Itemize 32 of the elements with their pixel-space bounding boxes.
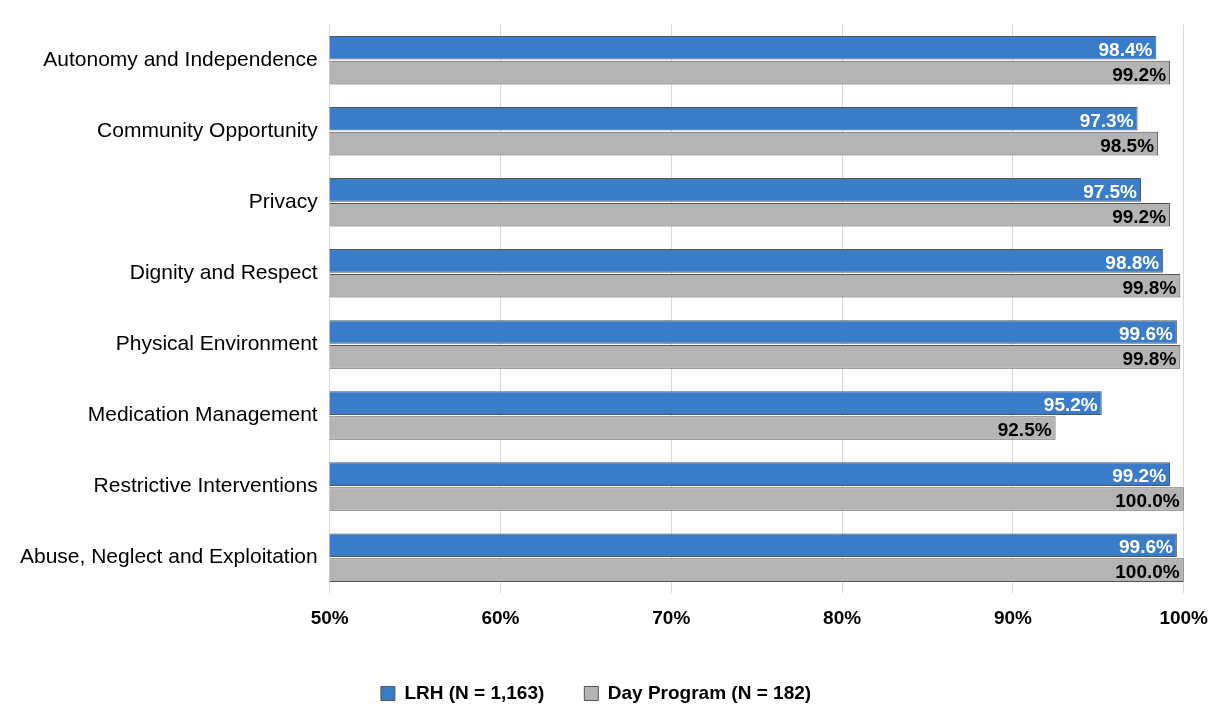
y-tick-label: Autonomy and Independence [43,46,318,70]
data-label: 97.5% [1083,181,1138,203]
y-tick-label: Physical Environment [115,331,318,355]
data-label: 99.6% [1119,323,1173,345]
y-tick-label: Community Opportunity [97,118,319,142]
data-label: 99.8% [1122,277,1177,299]
data-label: 100.0% [1115,561,1180,583]
data-label: 99.2% [1112,63,1167,85]
y-tick-label: Privacy [248,189,319,213]
y-tick-label: Medication Management [87,402,318,426]
y-tick-label: Restrictive Interventions [93,473,318,497]
data-label: 98.4% [1098,38,1153,60]
y-tick-label: Abuse, Neglect and Exploitation [19,544,318,568]
x-tick-label: 60% [481,606,520,628]
data-label: 95.2% [1043,394,1098,416]
legend-label: Day Program (N = 182) [607,681,812,703]
x-tick-label: 80% [823,606,862,628]
x-tick-label: 50% [310,606,349,628]
data-label: 98.5% [1100,134,1155,156]
data-label: 99.8% [1122,348,1177,370]
data-label: 99.2% [1112,205,1167,227]
x-tick-label: 70% [652,606,691,628]
data-label: 99.6% [1119,536,1173,558]
data-label: 99.2% [1112,465,1167,487]
x-tick-label: 90% [993,606,1033,628]
data-label: 97.3% [1079,110,1134,132]
y-tick-label: Dignity and Respect [129,260,318,284]
x-tick-label: 100% [1159,606,1209,628]
data-label: 98.8% [1105,252,1160,274]
data-label: 92.5% [997,419,1052,441]
data-label: 100.0% [1115,490,1180,512]
legend-label: LRH (N = 1,163) [404,681,545,703]
